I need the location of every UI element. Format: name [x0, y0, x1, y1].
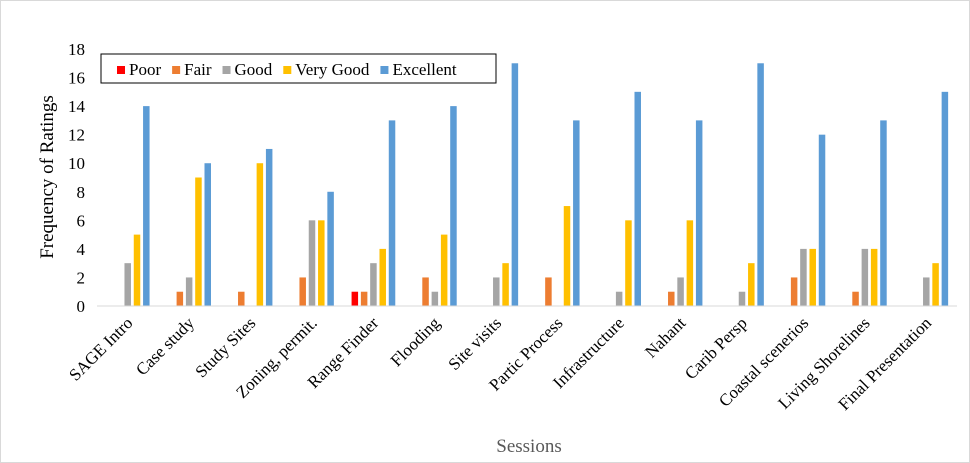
bar-good — [677, 277, 684, 306]
bar-excellent — [327, 191, 334, 306]
bar-good — [370, 263, 377, 306]
bar-very-good — [256, 163, 264, 306]
x-axis-title: Sessions — [496, 436, 561, 457]
bar-fair — [545, 277, 552, 306]
bar-fair — [790, 277, 798, 306]
y-tick-label: 10 — [68, 154, 85, 173]
bar-very-good — [932, 263, 939, 306]
legend-label: Excellent — [392, 60, 456, 79]
bar-very-good — [379, 248, 386, 306]
bar-fair — [668, 291, 675, 306]
bar-very-good — [625, 220, 632, 306]
x-category-label: Case study — [132, 313, 198, 379]
y-tick-label: 4 — [77, 240, 86, 259]
bar-excellent — [757, 63, 764, 307]
bar-fair — [852, 291, 859, 306]
bar-very-good — [563, 206, 571, 306]
bar-good — [861, 248, 869, 306]
bar-excellent — [511, 63, 519, 307]
bar-excellent — [573, 120, 580, 306]
y-tick-label: 12 — [68, 126, 85, 145]
legend-label: Very Good — [295, 60, 370, 79]
legend: Poor Fair Good Very Good Excellent — [100, 53, 497, 84]
bar-very-good — [502, 263, 509, 306]
bar-excellent — [634, 91, 641, 306]
legend-swatch — [380, 66, 389, 74]
bar-good — [615, 291, 623, 306]
legend-swatch — [172, 66, 181, 74]
bar-good — [185, 277, 193, 306]
bar-good — [308, 220, 316, 306]
y-tick-label: 0 — [77, 297, 86, 316]
bar-excellent — [265, 148, 273, 306]
bar-fair — [176, 291, 184, 306]
bar-excellent — [941, 91, 949, 306]
x-category-label: Nahant — [641, 313, 689, 361]
bar-good — [431, 291, 439, 306]
x-category-label: SAGE Intro — [65, 313, 136, 384]
y-tick-label: 18 — [68, 40, 85, 59]
legend-label: Poor — [129, 60, 161, 79]
bar-fair — [422, 277, 429, 306]
y-tick-label: 2 — [77, 268, 86, 287]
bar-very-good — [870, 248, 878, 306]
bar-very-good — [809, 248, 816, 306]
bar-good — [800, 248, 807, 306]
legend-box — [100, 53, 497, 84]
bar-excellent — [204, 163, 211, 306]
bar-excellent — [818, 134, 826, 306]
legend-swatch — [283, 66, 292, 74]
bar-excellent — [695, 120, 703, 306]
bar-very-good — [133, 234, 141, 306]
bars — [124, 63, 949, 307]
legend-label: Fair — [184, 60, 212, 79]
y-tick-label: 6 — [77, 211, 86, 230]
bar-excellent — [880, 120, 887, 306]
y-tick-label: 16 — [68, 69, 85, 88]
bar-very-good — [748, 263, 755, 306]
y-tick-label: 8 — [77, 183, 86, 202]
y-axis: 0 2 4 6 8 10 12 14 16 18 — [68, 40, 86, 316]
x-category-label: Site visits — [445, 313, 506, 374]
bar-excellent — [143, 106, 150, 306]
bar-very-good — [440, 234, 448, 306]
bar-poor — [351, 291, 359, 306]
y-axis-title: Frequency of Ratings — [37, 95, 58, 259]
bar-very-good — [195, 177, 202, 306]
bar-fair — [299, 277, 306, 306]
y-tick-label: 14 — [68, 97, 86, 116]
bar-good — [923, 277, 930, 306]
x-category-label: Flooding — [387, 313, 444, 370]
bar-fair — [360, 291, 368, 306]
legend-swatch — [117, 66, 125, 74]
legend-swatch — [222, 66, 231, 74]
bar-good — [738, 291, 746, 306]
legend-label: Good — [235, 60, 273, 79]
bar-good — [493, 277, 500, 306]
bar-very-good — [686, 220, 694, 306]
bar-excellent — [450, 106, 457, 306]
bar-very-good — [318, 220, 325, 306]
bar-fair — [238, 291, 245, 306]
bar-excellent — [388, 120, 396, 306]
bar-good — [124, 263, 131, 306]
